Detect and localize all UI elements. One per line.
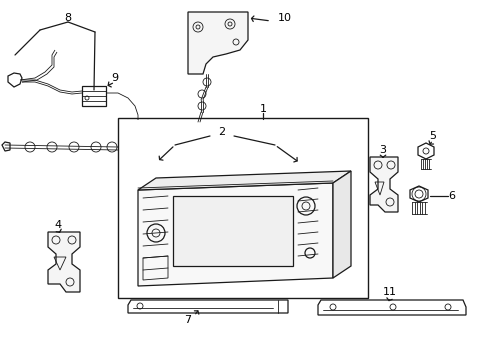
Text: 7: 7 — [184, 315, 191, 325]
Polygon shape — [369, 157, 397, 212]
Polygon shape — [332, 171, 350, 278]
Text: 6: 6 — [447, 191, 454, 201]
Bar — [82, 86, 106, 106]
Text: 4: 4 — [54, 220, 61, 230]
Polygon shape — [138, 171, 350, 190]
Text: 10: 10 — [278, 13, 291, 23]
Bar — [173, 196, 292, 266]
Text: 5: 5 — [428, 131, 436, 141]
Text: 8: 8 — [64, 13, 71, 23]
Bar — [118, 118, 367, 298]
Polygon shape — [138, 183, 332, 286]
Polygon shape — [187, 12, 247, 74]
Text: 9: 9 — [111, 73, 118, 83]
Text: 1: 1 — [259, 104, 266, 114]
Polygon shape — [48, 232, 80, 292]
Text: 3: 3 — [379, 145, 386, 155]
Text: 11: 11 — [382, 287, 396, 297]
Text: 2: 2 — [218, 127, 225, 137]
